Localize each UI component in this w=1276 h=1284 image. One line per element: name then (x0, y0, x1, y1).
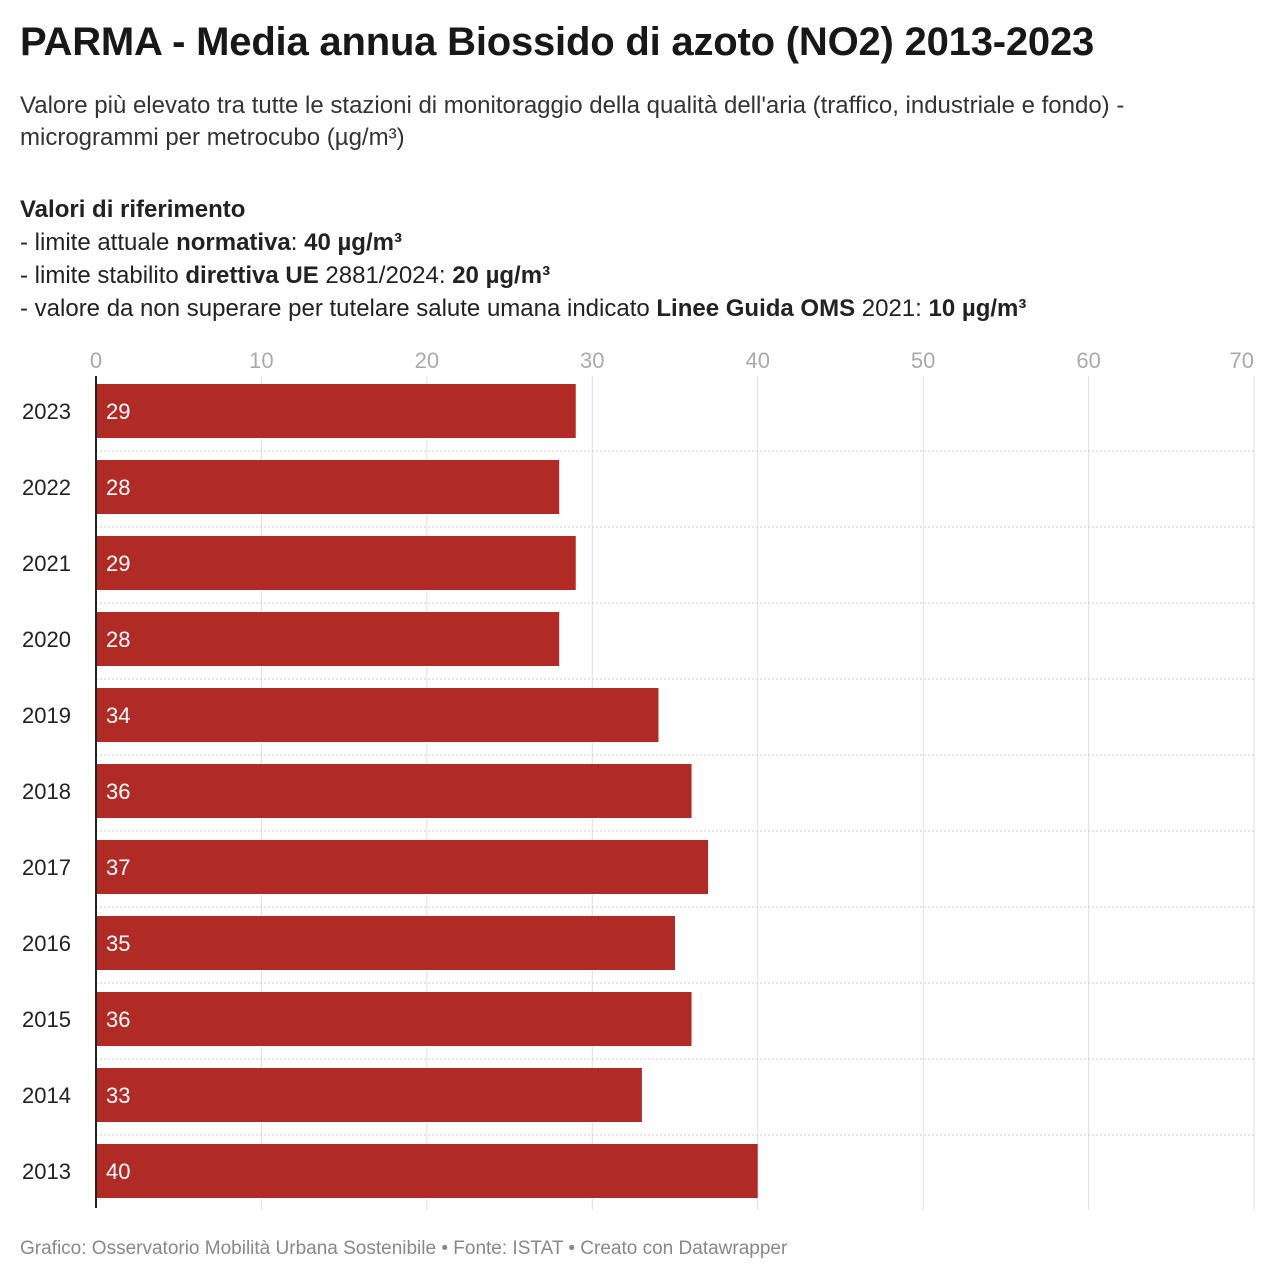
ref2-bold1: direttiva UE (185, 262, 319, 289)
bar (96, 688, 659, 742)
x-tick-label: 20 (415, 348, 439, 373)
ref1-prefix: - limite attuale (20, 229, 177, 256)
bar-value-label: 33 (106, 1083, 130, 1108)
bar-value-label: 35 (106, 931, 130, 956)
category-label: 2020 (22, 627, 71, 652)
x-tick-label: 0 (90, 348, 102, 373)
category-label: 2018 (22, 779, 71, 804)
category-label: 2016 (22, 931, 71, 956)
x-tick-label: 70 (1230, 348, 1254, 373)
chart-subtitle: Valore più elevato tra tutte le stazioni… (20, 92, 1125, 151)
bar (96, 840, 709, 894)
chart-title: PARMA - Media annua Biossido di azoto (N… (20, 20, 1095, 64)
bar (96, 916, 675, 970)
ref2-mid: 2881/2024: (318, 262, 453, 289)
x-tick-label: 60 (1076, 348, 1100, 373)
x-tick-label: 30 (580, 348, 604, 373)
category-label: 2019 (22, 703, 71, 728)
x-tick-label: 50 (911, 348, 935, 373)
bar-value-label: 34 (106, 703, 130, 728)
ref1-mid: : (290, 229, 305, 256)
category-label: 2015 (22, 1007, 71, 1032)
bar (96, 460, 560, 514)
category-label: 2014 (22, 1083, 71, 1108)
chart-footer: Grafico: Osservatorio Mobilità Urbana So… (20, 1238, 788, 1259)
reference-heading: Valori di riferimento (20, 196, 246, 223)
bar-value-label: 37 (106, 855, 130, 880)
ref2-bold2: 20 µg/m³ (452, 262, 551, 289)
category-label: 2017 (22, 855, 71, 880)
bar-value-label: 36 (106, 779, 130, 804)
bar (96, 612, 560, 666)
bar-value-label: 28 (106, 627, 130, 652)
bar-value-label: 36 (106, 1007, 130, 1032)
bar (96, 764, 692, 818)
reference-line-oms: - valore da non superare per tutelare sa… (20, 292, 1256, 325)
ref1-bold2: 40 µg/m³ (304, 229, 402, 256)
bar-value-label: 29 (106, 551, 130, 576)
bar (96, 992, 692, 1046)
ref3-mid: 2021: (855, 295, 929, 322)
ref3-bold2: 10 µg/m³ (928, 295, 1027, 322)
ref3-bold1: Linee Guida OMS (656, 295, 856, 322)
ref1-bold1: normativa (176, 229, 291, 256)
category-label: 2013 (22, 1159, 71, 1184)
bar (96, 384, 576, 438)
bar (96, 1144, 758, 1198)
bar-value-label: 40 (106, 1159, 130, 1184)
bar-value-label: 28 (106, 475, 130, 500)
bar (96, 1068, 642, 1122)
ref2-prefix: - limite stabilito (20, 262, 186, 289)
bar (96, 536, 576, 590)
bar-value-label: 29 (106, 399, 130, 424)
bar-chart: 0 10 20 30 40 50 60 70 2023 29 2022 28 2021 29 2020 28 2… (22, 348, 1255, 1210)
category-label: 2021 (22, 551, 71, 576)
ref3-prefix: - valore da non superare per tutelare sa… (20, 295, 657, 322)
reference-line-direttiva: - limite stabilito direttiva UE 2881/202… (20, 259, 1256, 292)
reference-line-normativa: - limite attuale normativa: 40 µg/m³ (20, 226, 1256, 259)
category-label: 2022 (22, 475, 71, 500)
category-label: 2023 (22, 399, 71, 424)
x-tick-label: 10 (249, 348, 273, 373)
reference-notes: Valori di riferimento - limite attuale n… (20, 193, 1256, 325)
x-tick-label: 40 (745, 348, 769, 373)
